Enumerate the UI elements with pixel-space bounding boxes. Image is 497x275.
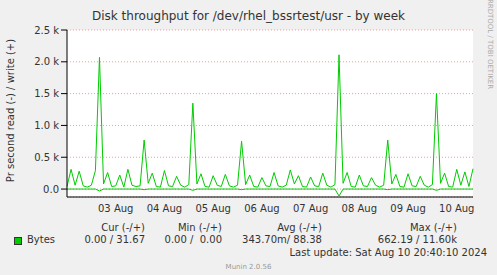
svg-text:08 Aug: 08 Aug	[342, 203, 377, 214]
svg-text:0.5 k: 0.5 k	[34, 152, 59, 163]
svg-text:2.5 k: 2.5 k	[34, 25, 59, 36]
html-text:0.00 / 31.67: 0.00 / 31.67	[84, 234, 145, 245]
svg-text:10 Aug: 10 Aug	[439, 203, 474, 214]
html-text:Cur (-/+): Cur (-/+)	[101, 222, 145, 233]
html-text:Last update: Sat Aug 10 20:40:: Last update: Sat Aug 10 20:40:10 2024	[289, 247, 487, 258]
html-text:Max (-/+): Max (-/+)	[410, 222, 457, 233]
html-text:Disk throughput for /dev/rhel_: Disk throughput for /dev/rhel_bssrtest/u…	[92, 9, 405, 23]
html-text:Munin 2.0.56: Munin 2.0.56	[225, 263, 272, 271]
svg-text:0.0: 0.0	[43, 184, 59, 195]
svg-text:03 Aug: 03 Aug	[98, 203, 133, 214]
html-text:343.70m/ 88.38: 343.70m/ 88.38	[242, 234, 322, 245]
html-text:662.19 / 11.60k: 662.19 / 11.60k	[377, 234, 457, 245]
svg-text:04 Aug: 04 Aug	[147, 203, 182, 214]
svg-text:06 Aug: 06 Aug	[244, 203, 279, 214]
html-text:Min (-/+): Min (-/+)	[177, 222, 222, 233]
svg-text:2.0 k: 2.0 k	[34, 56, 59, 67]
svg-text:1.0 k: 1.0 k	[34, 120, 59, 131]
html-text:Avg (-/+): Avg (-/+)	[277, 222, 322, 233]
html-text:0.00 / 0.00: 0.00 / 0.00	[164, 234, 222, 245]
svg-text:1.5 k: 1.5 k	[34, 88, 59, 99]
html-text:Bytes: Bytes	[27, 234, 56, 245]
svg-text:07 Aug: 07 Aug	[293, 203, 328, 214]
svg-text:09 Aug: 09 Aug	[390, 203, 425, 214]
svg-text:05 Aug: 05 Aug	[195, 203, 230, 214]
html-text:Pr second read (-) / write (+): Pr second read (-) / write (+)	[4, 38, 16, 183]
